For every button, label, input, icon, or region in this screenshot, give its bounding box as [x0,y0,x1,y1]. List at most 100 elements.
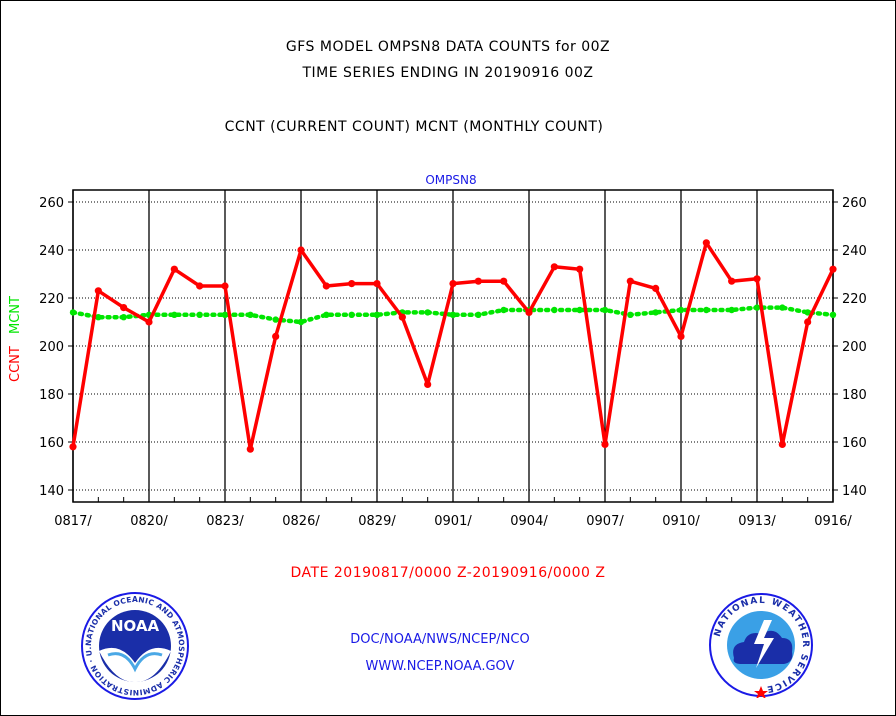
chart-title-line3: CCNT (CURRENT COUNT) MCNT (MONTHLY COUNT… [224,119,604,135]
data-point-mcnt [779,304,786,311]
data-point-mcnt [500,306,507,314]
nws-logo: NATIONAL WEATHER SERVICE [709,593,813,698]
y-tick-label-left: 220 [39,292,64,307]
data-point-ccnt [272,332,280,340]
y-tick-label-left: 140 [39,484,64,499]
y-tick-label-left: 240 [39,244,64,259]
star-icon [754,686,768,698]
y-label-ccnt: CCNT [8,346,23,382]
data-point-mcnt [677,306,685,314]
data-point-mcnt [424,309,431,316]
data-point-ccnt [626,277,634,285]
data-point-ccnt [246,445,254,453]
data-point-ccnt [474,277,482,285]
data-point-ccnt [424,380,432,388]
data-point-ccnt [170,265,178,273]
data-point-mcnt [652,309,659,316]
x-tick-label: 0913/ [738,514,776,529]
data-point-ccnt [550,263,558,271]
data-point-mcnt [449,311,457,318]
x-tick-label: 0907/ [586,514,624,529]
data-point-ccnt [120,304,128,312]
x-tick-label: 0910/ [662,514,700,529]
data-point-mcnt [475,311,482,318]
x-tick-label: 0826/ [282,514,320,529]
plot-title: OMPSN8 [425,173,476,187]
data-point-ccnt [652,284,660,292]
data-point-mcnt [171,311,178,318]
data-point-mcnt [272,316,279,323]
y-tick-label-right: 180 [842,388,867,403]
data-point-ccnt [94,287,102,295]
y-axis-label: CCNT MCNT [8,296,23,382]
y-tick-label-right: 220 [842,292,867,307]
data-point-ccnt [348,280,356,288]
data-point-ccnt [145,318,153,326]
data-point-mcnt [69,309,77,316]
y-tick-label-right: 160 [842,436,867,451]
x-tick-label: 0904/ [510,514,548,529]
data-point-mcnt [576,306,583,314]
data-point-mcnt [196,311,203,318]
data-point-mcnt [120,314,127,321]
data-point-mcnt [753,304,761,311]
plot-area-border [72,189,834,503]
y-tick-label-right: 240 [842,244,867,259]
data-point-ccnt [576,265,584,273]
data-point-mcnt [551,306,558,314]
data-point-ccnt [829,265,837,273]
y-tick-label-right: 200 [842,340,867,355]
footer-org: DOC/NOAA/NWS/NCEP/NCO [350,632,530,647]
x-tick-label: 0823/ [206,514,244,529]
data-point-ccnt [221,282,229,290]
data-point-ccnt [728,277,736,285]
series-layer [69,239,837,453]
data-point-ccnt [297,246,305,254]
axes: 140 140 160 160 180 180 200 200 220 220 240 240 260 2… [39,189,867,529]
y-tick-label-right: 140 [842,484,867,499]
footer-url[interactable]: WWW.NCEP.NOAA.GOV [365,659,515,674]
data-point-ccnt [196,282,204,290]
data-point-mcnt [95,314,102,321]
data-point-ccnt [373,280,381,288]
data-point-mcnt [323,311,330,318]
data-point-mcnt [297,318,305,326]
data-point-mcnt [221,311,229,318]
data-point-mcnt [728,306,735,314]
y-tick-label-left: 180 [39,388,64,403]
date-range: DATE 20190817/0000 Z-20190916/0000 Z [290,565,606,581]
data-point-mcnt [703,306,710,314]
x-tick-label: 0901/ [434,514,472,529]
data-point-ccnt [322,282,330,290]
data-point-mcnt [348,311,355,318]
data-point-ccnt [677,332,685,340]
y-tick-label-left: 260 [39,196,64,211]
data-point-ccnt [804,318,812,326]
data-point-mcnt [804,309,811,316]
data-point-mcnt [247,311,254,318]
y-tick-label-left: 160 [39,436,64,451]
data-point-mcnt [601,306,609,314]
data-point-ccnt [500,277,508,285]
data-point-ccnt [525,308,533,316]
data-point-ccnt [702,239,710,247]
chart-title-line1: GFS MODEL OMPSN8 DATA COUNTS for 00Z [285,39,611,55]
x-tick-label: 0820/ [130,514,168,529]
data-point-mcnt [627,311,634,318]
noaa-logo: NATIONAL OCEANIC AND ATMOSPHERIC ADMINIS… [80,591,189,700]
x-tick-label: 0916/ [814,514,852,529]
data-point-ccnt [398,313,406,321]
y-label-mcnt: MCNT [8,296,23,334]
grid [72,190,834,502]
data-point-ccnt [449,280,457,288]
chart-title-line2: TIME SERIES ENDING IN 20190916 00Z [302,65,594,81]
noaa-logo-text: NOAA [111,617,160,635]
x-tick-label: 0817/ [54,514,92,529]
data-point-ccnt [778,440,786,448]
data-point-mcnt [829,311,837,318]
data-point-ccnt [601,440,609,448]
y-tick-label-right: 260 [842,196,867,211]
x-tick-label: 0829/ [358,514,396,529]
